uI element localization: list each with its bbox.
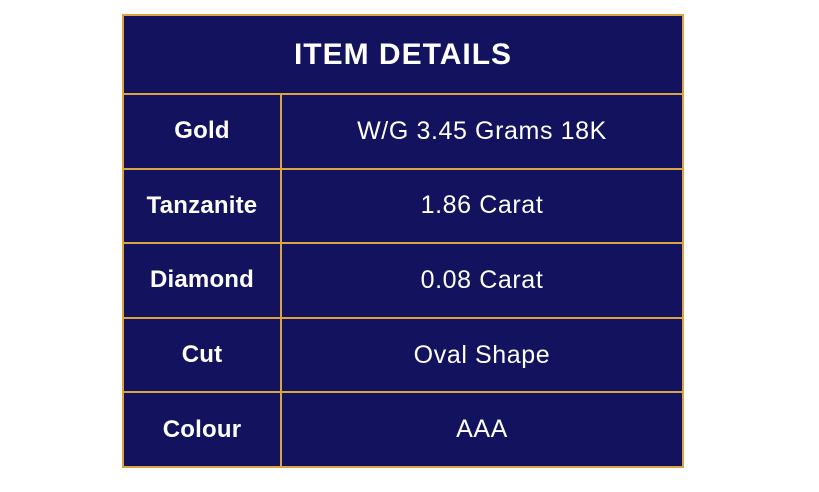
- row-value-gold: W/G 3.45 Grams 18K: [282, 95, 682, 168]
- row-value-colour: AAA: [282, 393, 682, 466]
- row-value-tanzanite: 1.86 Carat: [282, 169, 682, 243]
- row-label-colour: Colour: [124, 393, 280, 466]
- row-label-gold: Gold: [124, 95, 280, 168]
- row-label-diamond: Diamond: [124, 244, 280, 317]
- item-details-table: ITEM DETAILS Gold W/G 3.45 Grams 18K Tan…: [122, 14, 684, 468]
- row-value-diamond: 0.08 Carat: [282, 244, 682, 317]
- row-label-cut: Cut: [124, 318, 280, 392]
- table-title: ITEM DETAILS: [124, 16, 682, 93]
- row-label-tanzanite: Tanzanite: [124, 169, 280, 243]
- row-value-cut: Oval Shape: [282, 318, 682, 392]
